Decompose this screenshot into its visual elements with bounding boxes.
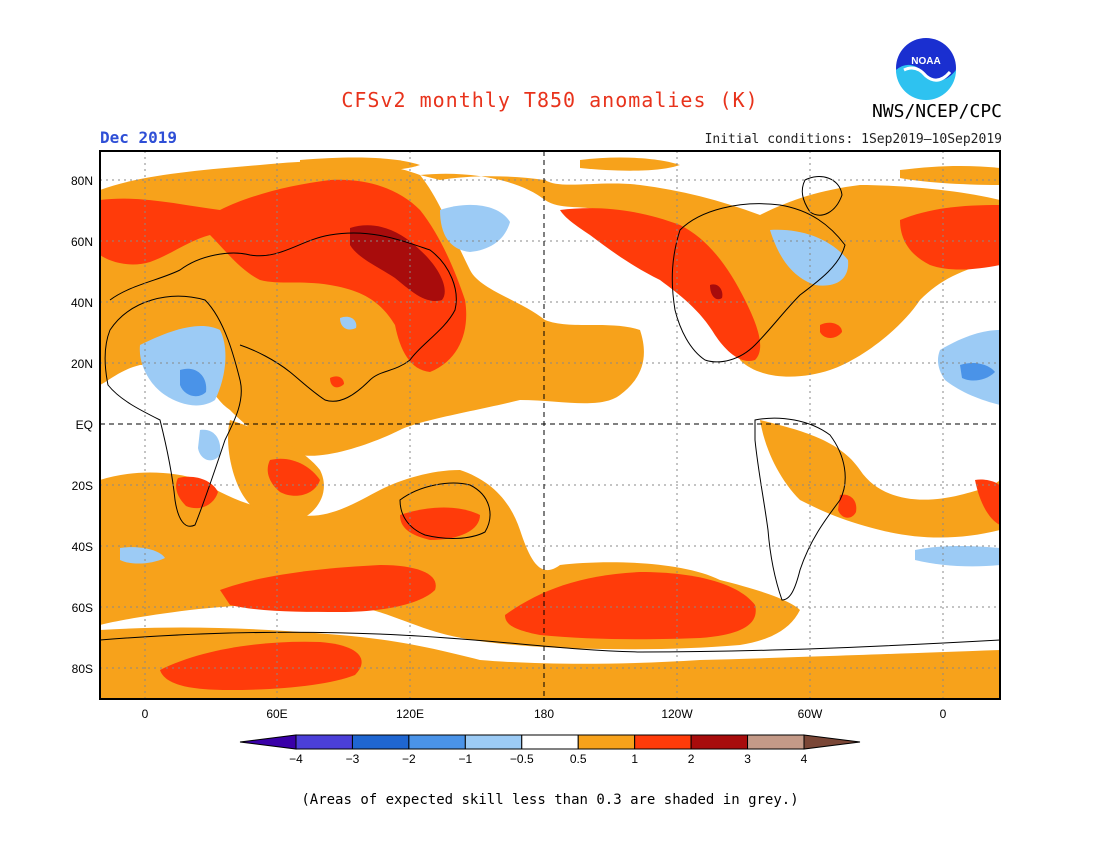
legend-swatch [634,734,692,750]
legend-tick-label: 0.5 [570,752,587,766]
legend-swatch [295,734,353,750]
forecast-month: Dec 2019 [100,128,178,147]
legend-colorbar [239,734,861,750]
map-field [100,151,1000,699]
lon-label: 120W [661,707,693,721]
legend-tick-label: −2 [402,752,416,766]
legend-swatch [690,734,749,750]
legend-tick-label: −3 [346,752,360,766]
legend-swatch [521,734,579,750]
lon-label: 0 [142,707,149,721]
graticule [100,151,1000,699]
lon-labels: 0 60E 120E 180 120W 60W 0 [142,707,947,721]
legend-tick-label: −0.5 [510,752,534,766]
lon-label: 0 [940,707,947,721]
lat-labels: 80N 60N 40N 20N EQ 20S 40S 60S 80S [71,174,93,676]
coastlines [100,176,1000,653]
legend-tick-label: −1 [458,752,472,766]
skill-footnote: (Areas of expected skill less than 0.3 a… [301,792,799,808]
lat-label: 40S [72,540,93,554]
legend-tick-label: 4 [801,752,808,766]
legend-labels: −4 −3 −2 −1 −0.5 0.5 1 2 3 4 [289,752,808,766]
lat-label: 20S [72,479,93,493]
legend-arrow-low [239,734,297,750]
lon-label: 180 [534,707,554,721]
lat-label: 80N [71,174,93,188]
lon-label: 60W [798,707,823,721]
org-label: NWS/NCEP/CPC [871,101,1002,122]
lat-label: 80S [72,662,93,676]
legend-swatch [408,734,466,750]
lat-label: 60N [71,235,93,249]
legend-tick-label: 1 [631,752,638,766]
anomaly-2-3-regions [350,225,723,301]
lat-label: 20N [71,357,93,371]
lat-label: EQ [76,418,93,432]
lat-label: 40N [71,296,93,310]
legend-swatch [351,734,410,750]
anomaly-neg1-neg2-regions [180,362,995,397]
equator-dateline [100,151,1000,699]
chart-title: CFSv2 monthly T850 anomalies (K) [341,88,759,112]
lon-label: 120E [396,707,424,721]
legend-tick-label: 2 [688,752,695,766]
initial-conditions: Initial conditions: 1Sep2019—10Sep2019 [704,132,1002,147]
legend-tick-label: 3 [744,752,751,766]
noaa-logo-text: NOAA [911,56,940,67]
noaa-logo-icon: NOAA [896,38,956,100]
legend-swatch [747,734,805,750]
legend-swatch [464,734,523,750]
legend-tick-label: −4 [289,752,303,766]
lat-label: 60S [72,601,93,615]
legend-arrow-high [803,734,861,750]
lon-label: 60E [266,707,287,721]
map-frame [99,150,1001,700]
legend-swatch [577,734,636,750]
